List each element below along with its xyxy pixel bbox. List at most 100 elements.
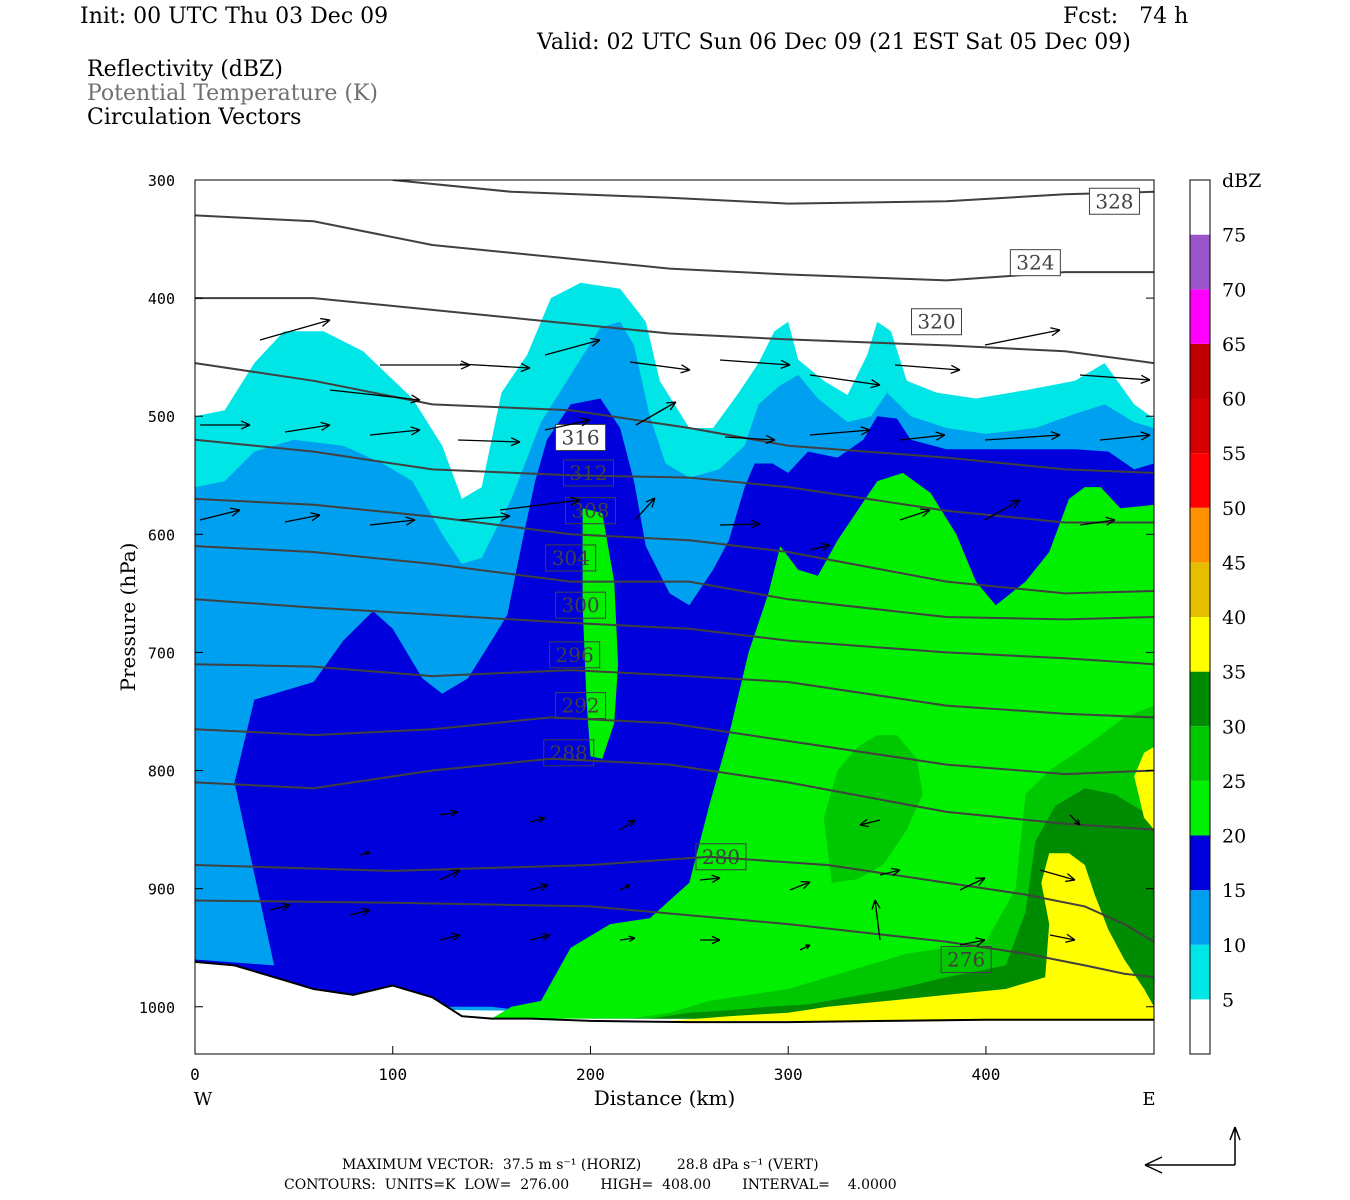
vector-arrow xyxy=(700,935,721,945)
vector-arrow xyxy=(457,437,521,447)
colorbar-level-label: 5 xyxy=(1222,989,1234,1011)
theta-label-276: 276 xyxy=(947,948,985,972)
colorbar-segment xyxy=(1190,617,1210,672)
vector-arrow xyxy=(634,497,656,521)
plot-frame xyxy=(194,179,1155,1055)
x-tick-label: 100 xyxy=(378,1065,407,1084)
colorbar-level-label: 15 xyxy=(1222,880,1246,902)
vector-arrow xyxy=(719,519,761,529)
vector-arrow xyxy=(459,512,511,522)
y-tick-label: 600 xyxy=(148,526,175,544)
theta-label-280: 280 xyxy=(702,845,740,869)
vector-arrow xyxy=(809,542,831,552)
colorbar-segment xyxy=(1190,671,1210,727)
colorbar-segment xyxy=(1190,180,1210,235)
vector-arrow xyxy=(544,417,591,431)
theta-label-box-304 xyxy=(545,544,597,572)
colorbar-segment xyxy=(1190,398,1210,454)
colorbar-segment xyxy=(1190,562,1210,617)
vector-arrow xyxy=(789,880,811,891)
colorbar-segment xyxy=(1190,343,1210,399)
vector-arrow xyxy=(544,337,601,356)
theta-contour-296 xyxy=(195,663,1154,719)
colorbar-level-label: 45 xyxy=(1222,552,1246,574)
theta-contour-320 xyxy=(195,297,1154,365)
vector-arrow xyxy=(459,362,531,373)
x-tick-label: 400 xyxy=(971,1065,1000,1084)
theta-label-box-296 xyxy=(549,641,601,669)
theta-contour-304 xyxy=(195,545,1154,621)
vector-arrow xyxy=(529,932,551,942)
vector-arrow xyxy=(809,426,871,436)
colorbar-segment xyxy=(1190,289,1210,344)
x-end-label-east: E xyxy=(1142,1089,1155,1110)
colorbar-frame xyxy=(1189,179,1211,1055)
theta-label-304: 304 xyxy=(552,546,590,570)
x-axis-label: Distance (km) xyxy=(594,1086,736,1110)
vector-arrow xyxy=(619,884,631,891)
theta-label-288: 288 xyxy=(550,741,588,765)
vector-arrow xyxy=(984,327,1061,346)
vector-arrow xyxy=(984,430,1061,441)
terrain-surface-line xyxy=(195,960,1154,1024)
x-tick-label: 300 xyxy=(774,1065,803,1084)
vector-arrow xyxy=(259,317,331,341)
vector-arrow xyxy=(1099,431,1151,441)
vector-arrow xyxy=(959,877,986,891)
theta-label-320: 320 xyxy=(917,310,955,334)
vector-arrow xyxy=(200,420,251,430)
theta-label-308: 308 xyxy=(571,499,609,523)
vector-arrow xyxy=(899,508,931,521)
vector-arrow xyxy=(439,932,461,942)
colorbar-segment xyxy=(1190,234,1210,290)
colorbar-level-label: 20 xyxy=(1222,826,1246,848)
theta-contour-300 xyxy=(195,598,1154,666)
colorbar-segment xyxy=(1190,999,1210,1054)
colorbar-level-label: 40 xyxy=(1222,607,1246,629)
vector-scale-key xyxy=(1144,1126,1241,1174)
colorbar-level-label: 25 xyxy=(1222,771,1246,793)
plot-area: 276 280 288 292 296 300 304 308 312 316 320 324 328 xyxy=(195,180,1154,1054)
colorbar-level-label: 75 xyxy=(1222,225,1246,247)
x-tick-label: 200 xyxy=(576,1065,605,1084)
colorbar-level-label: 65 xyxy=(1222,334,1246,356)
vector-arrow xyxy=(1079,516,1116,526)
vector-arrow xyxy=(899,431,946,441)
terrain-mask xyxy=(195,961,1154,1054)
vector-arrow xyxy=(329,389,421,404)
colorbar-level-label: 35 xyxy=(1222,662,1246,684)
vector-arrow xyxy=(859,818,881,828)
vector-arrow xyxy=(439,809,459,817)
y-tick-label: 400 xyxy=(148,290,175,308)
vector-arrow xyxy=(894,364,961,374)
colorbar-segment xyxy=(1190,726,1210,781)
theta-contour-312 xyxy=(195,438,1154,524)
y-tick-label: 900 xyxy=(148,881,175,899)
theta-label-box-280 xyxy=(695,843,747,871)
theta-contour-292 xyxy=(195,716,1154,776)
vector-arrow xyxy=(269,902,291,912)
colorbar-segment xyxy=(1190,453,1210,508)
field-potential-temperature: Potential Temperature (K) xyxy=(87,81,378,106)
vector-arrow xyxy=(499,496,581,511)
colorbar-segment xyxy=(1190,835,1210,891)
vector-arrow xyxy=(1079,374,1151,385)
vector-arrow xyxy=(199,507,241,521)
y-tick-label: 1000 xyxy=(139,999,175,1017)
vector-arrow xyxy=(871,899,881,941)
vector-arrow xyxy=(959,937,986,947)
y-axis-label: Pressure (hPa) xyxy=(116,543,140,692)
theta-label-296: 296 xyxy=(556,643,594,667)
forecast-hour: Fcst: 74 h xyxy=(1063,4,1189,29)
vector-arrow xyxy=(1069,814,1081,826)
colorbar-segment xyxy=(1190,507,1210,563)
vector-arrow xyxy=(629,361,691,374)
vector-arrow xyxy=(635,401,677,426)
y-tick-label: 300 xyxy=(148,172,175,190)
colorbar-level-label: 10 xyxy=(1222,935,1246,957)
theta-contour-316 xyxy=(195,362,1154,474)
theta-label-324: 324 xyxy=(1016,251,1054,275)
colorbar-level-label: 50 xyxy=(1222,498,1246,520)
theta-label-box-276 xyxy=(940,946,992,974)
